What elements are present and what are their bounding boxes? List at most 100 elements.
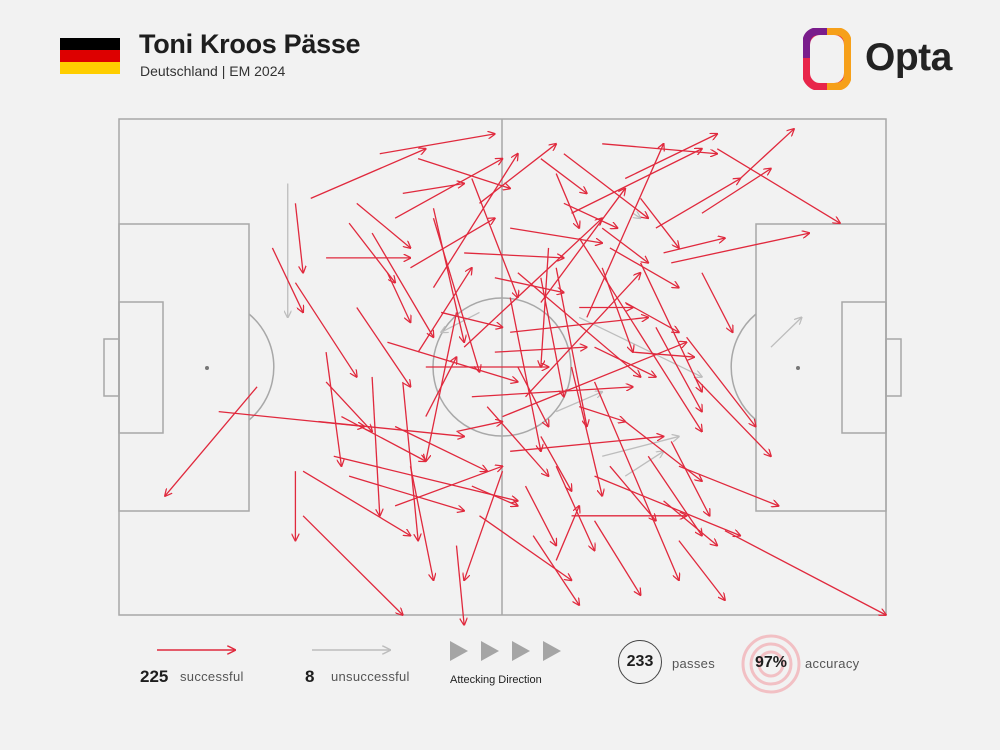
successful-pass-arrow [647, 455, 702, 535]
successful-pass-arrow [425, 357, 457, 417]
successful-pass-arrow [524, 485, 557, 546]
successful-label: successful [180, 669, 244, 684]
left-penalty-area [118, 223, 250, 512]
successful-count: 225 [140, 667, 169, 686]
successful-pass-arrow [540, 158, 587, 194]
flag-stripe-red [60, 50, 120, 62]
successful-pass-arrow [510, 436, 663, 452]
successful-pass-arrow [409, 466, 433, 580]
successful-pass-arrow [310, 149, 426, 199]
passes-label: passes [672, 656, 715, 671]
successful-pass-arrow [456, 422, 502, 433]
successful-pass-arrow [509, 297, 541, 452]
successful-pass-arrow [379, 134, 495, 155]
successful-pass-arrow [394, 466, 502, 507]
successful-pass-arrow [294, 282, 356, 377]
successful-pass-arrow [655, 327, 702, 411]
successful-pass-arrow [716, 148, 840, 223]
successful-pass-arrow [701, 169, 771, 214]
unsuccessful-count: 8 [305, 667, 315, 686]
successful-pass-arrow [325, 381, 372, 432]
unsuccessful-pass-arrow [602, 436, 679, 457]
successful-pass-arrow [432, 208, 464, 342]
successful-pass-arrow [624, 421, 702, 482]
flag-stripe-black [60, 38, 120, 50]
right-penalty-spot [796, 366, 800, 370]
unsuccessful-passes [288, 183, 802, 477]
successful-pass-arrow [356, 202, 411, 248]
successful-pass-arrow [294, 203, 303, 272]
successful-pass-arrow [417, 158, 510, 189]
successful-passes [165, 129, 886, 625]
opta-logo: Opta [803, 28, 963, 90]
successful-pass-arrow [693, 376, 771, 456]
successful-pass-arrow [486, 406, 548, 476]
successful-pass-arrow [739, 129, 794, 179]
successful-pass-arrow [394, 425, 487, 472]
opta-logo-icon [803, 28, 851, 90]
successful-pass-arrow [440, 311, 502, 327]
successful-pass-arrow [356, 307, 411, 386]
successful-pass-arrow [325, 352, 341, 466]
successful-pass-arrow [640, 197, 679, 248]
left-penalty-arc [248, 313, 275, 421]
right-goal [885, 338, 902, 397]
successful-pass-arrow [594, 475, 741, 536]
successful-pass-arrow [479, 515, 571, 580]
successful-pass-arrow [387, 341, 517, 382]
successful-pass-arrow [663, 238, 725, 254]
left-six-yard-box [118, 301, 164, 434]
successful-pass-arrow [624, 301, 679, 333]
successful-pass-arrow [540, 436, 572, 491]
successful-pass-arrow [632, 351, 694, 357]
successful-pass-arrow [555, 173, 579, 229]
successful-pass-arrow [333, 455, 518, 501]
unsuccessful-pass-arrow [632, 213, 641, 218]
successful-pass-arrow [402, 381, 418, 541]
successful-pass-arrow [563, 153, 648, 218]
successful-pass-arrow [609, 247, 679, 288]
successful-pass-arrow [586, 144, 664, 318]
successful-pass-arrow [479, 144, 556, 204]
passes-count: 233 [618, 640, 662, 684]
successful-pass-arrow [570, 366, 603, 496]
accuracy-target-icon [741, 634, 801, 694]
successful-pass-arrow [271, 247, 303, 312]
successful-pass-arrow [579, 406, 625, 422]
unsuccessful-label: unsuccessful [331, 669, 410, 684]
successful-pass-arrow [165, 386, 258, 496]
attacking-direction-label: Attecking Direction [450, 674, 542, 686]
successful-pass-arrow [394, 159, 502, 219]
successful-pass-arrow [471, 485, 518, 506]
germany-flag [60, 38, 120, 74]
successful-pass-arrow [555, 506, 579, 561]
attacking-direction-icon [450, 641, 561, 661]
successful-pass-arrow [510, 317, 648, 333]
successful-pass-arrow [386, 272, 410, 323]
successful-pass-arrow [555, 465, 594, 550]
accuracy-value: 97% [754, 654, 788, 671]
successful-pass-arrow [593, 520, 641, 595]
successful-pass-arrow [302, 515, 403, 615]
successful-pass-arrow [540, 277, 564, 397]
right-six-yard-box [841, 301, 887, 434]
right-penalty-area [755, 223, 887, 512]
left-goal [103, 338, 120, 397]
successful-pass-arrow [624, 134, 717, 180]
right-penalty-arc [730, 313, 757, 421]
successful-pass-arrow [541, 247, 550, 367]
successful-pass-arrow [663, 500, 718, 546]
page-title: Toni Kroos Pässe [139, 29, 361, 59]
page-subtitle: Deutschland | EM 2024 [140, 63, 286, 79]
successful-pass-arrow [410, 218, 494, 269]
successful-pass-arrow [348, 222, 395, 283]
successful-pass-arrow [678, 465, 779, 506]
unsuccessful-pass-arrow [441, 311, 480, 332]
successful-pass-arrow [724, 530, 886, 615]
successful-pass-arrow [494, 347, 587, 353]
left-penalty-spot [205, 366, 209, 370]
successful-pass-arrow [471, 178, 518, 298]
successful-pass-arrow [464, 252, 564, 258]
successful-pass-arrow [678, 540, 725, 601]
